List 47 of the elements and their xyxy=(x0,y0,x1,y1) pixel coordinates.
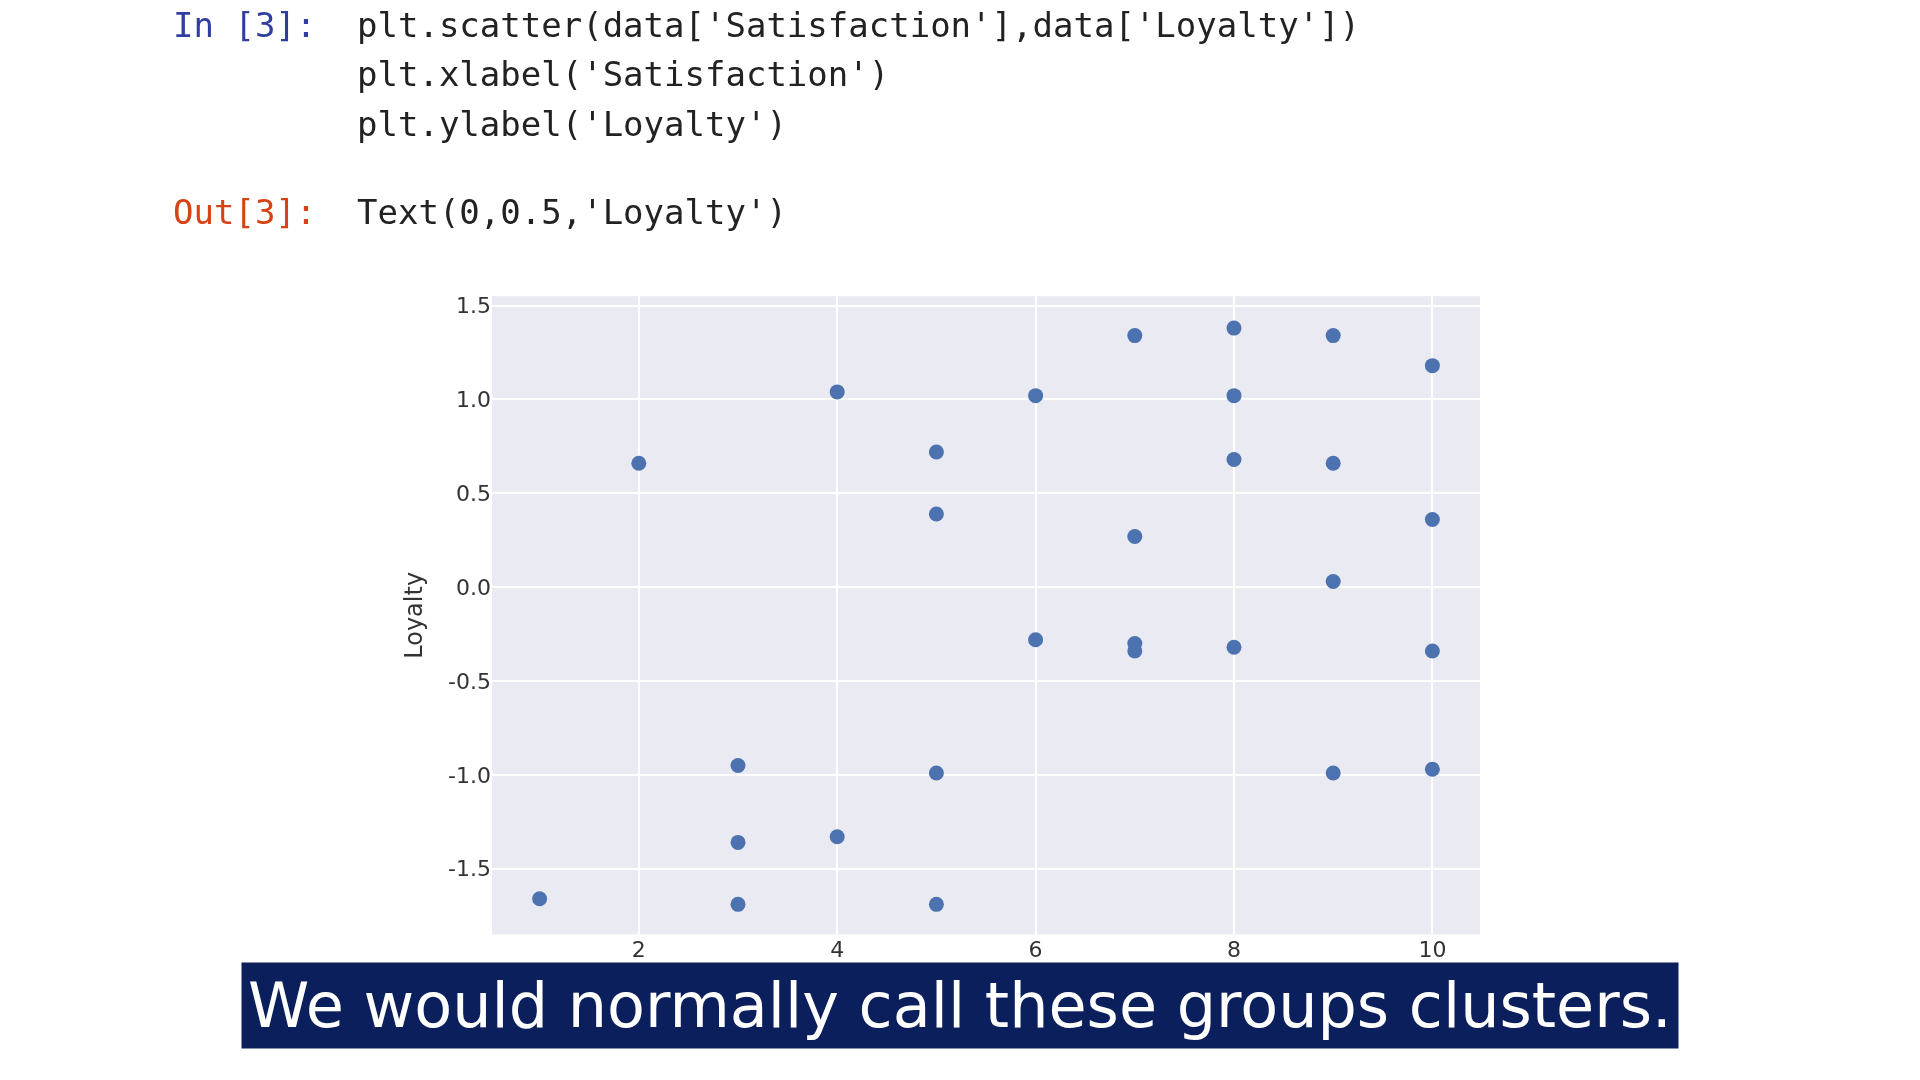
point xyxy=(1127,328,1143,344)
y-tick-label: 0.5 xyxy=(456,480,491,506)
point xyxy=(730,896,746,912)
y-axis-title: Loyalty xyxy=(400,571,429,659)
text: Out[3]: xyxy=(173,192,317,232)
point xyxy=(1226,320,1242,336)
x-tick-label: 4 xyxy=(830,937,845,963)
point xyxy=(1028,632,1044,648)
x-tick-label: 6 xyxy=(1028,937,1043,963)
point xyxy=(1226,639,1242,655)
point xyxy=(1325,455,1341,471)
y-tick-label: -1.0 xyxy=(448,762,491,788)
point xyxy=(631,455,647,471)
point xyxy=(829,384,845,400)
text: We would normally call these groups clusters. xyxy=(248,969,1672,1042)
point xyxy=(1226,451,1242,467)
point xyxy=(730,834,746,850)
point xyxy=(1325,765,1341,781)
point xyxy=(1424,358,1440,374)
point xyxy=(1424,512,1440,528)
point xyxy=(1127,528,1143,544)
x-tick-label: 2 xyxy=(631,937,646,963)
point xyxy=(928,765,944,781)
point xyxy=(829,829,845,845)
point xyxy=(1028,388,1044,404)
point xyxy=(1424,761,1440,777)
point xyxy=(1424,643,1440,659)
x-tick-label: 10 xyxy=(1418,937,1447,963)
y-tick-label: 1.0 xyxy=(456,387,491,413)
x-tick-label: 8 xyxy=(1226,937,1241,963)
point xyxy=(1325,574,1341,589)
point xyxy=(1325,328,1341,344)
y-tick-label: 0.0 xyxy=(456,574,491,600)
point xyxy=(928,896,944,912)
point xyxy=(532,891,548,907)
y-tick-label: -0.5 xyxy=(448,668,491,694)
point xyxy=(1226,388,1242,404)
text: plt.scatter(data['Satisfaction'],data['Loyalty']) xyxy=(357,5,1361,45)
y-tick-label: 1.5 xyxy=(456,293,491,319)
point xyxy=(928,506,944,522)
text: plt.xlabel('Satisfaction') xyxy=(357,54,890,94)
text: Text(0,0.5,'Loyalty') xyxy=(357,192,787,232)
point xyxy=(928,444,944,460)
text: plt.ylabel('Loyalty') xyxy=(357,104,787,144)
text: In [3]: xyxy=(173,5,317,45)
point xyxy=(730,757,746,773)
y-tick-label: -1.5 xyxy=(448,856,491,882)
